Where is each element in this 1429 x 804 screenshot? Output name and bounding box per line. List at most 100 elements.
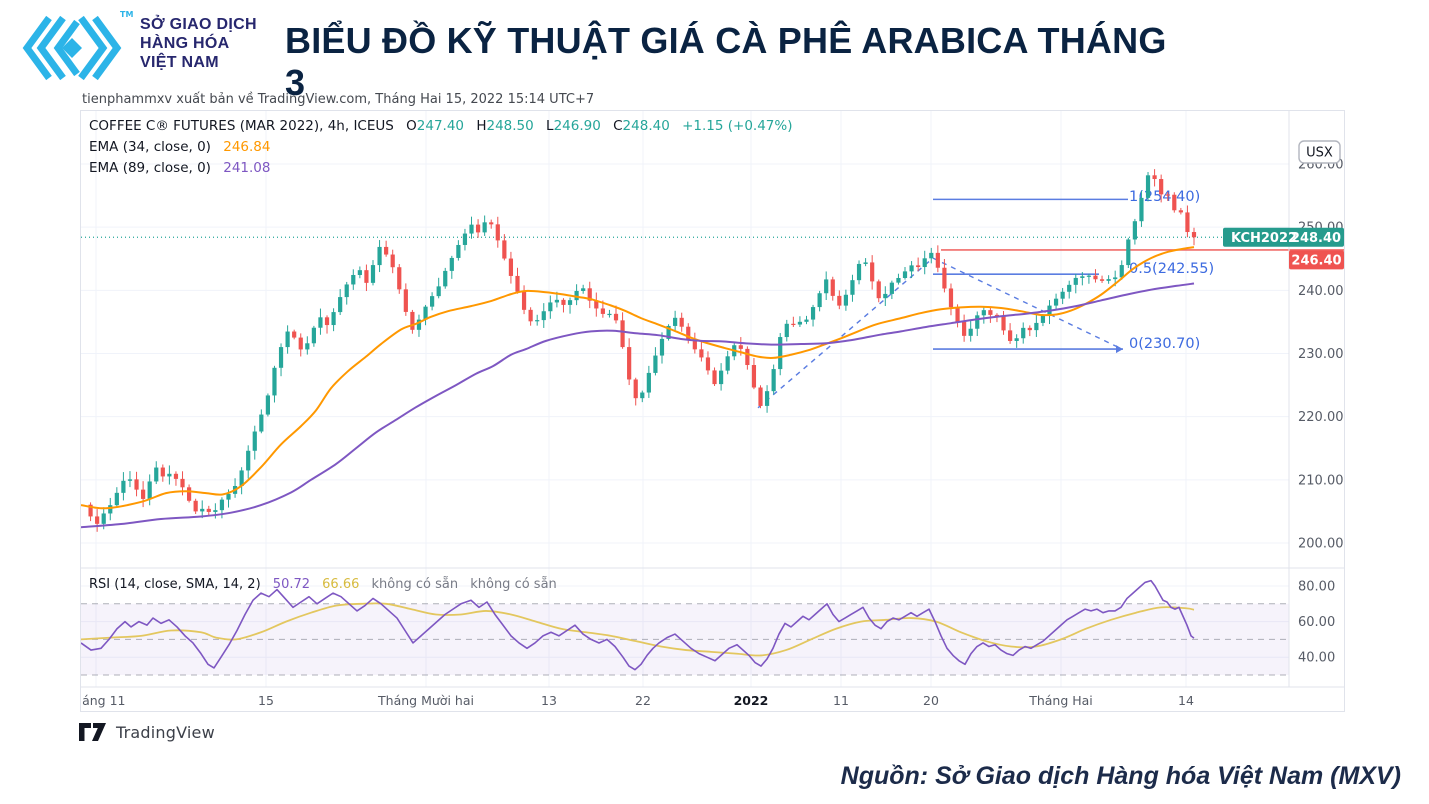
candle-body: [1086, 275, 1092, 277]
rsi-legend[interactable]: RSI (14, close, SMA, 14, 2) 50.72 66.66 …: [89, 577, 557, 592]
candle-body: [246, 450, 251, 471]
candle-body: [397, 267, 402, 290]
candle-body: [114, 492, 119, 506]
legend-symbol-row[interactable]: COFFEE C® FUTURES (MAR 2022), 4h, ICEUS …: [89, 116, 793, 137]
candle-body: [758, 387, 763, 406]
time-tick-label[interactable]: 13: [541, 693, 557, 708]
candle-body: [364, 270, 369, 283]
candle-body: [357, 270, 362, 275]
trendline[interactable]: [757, 257, 934, 409]
change-value: +1.15 (+0.47%): [682, 118, 793, 134]
candle-body: [475, 224, 481, 233]
candle-body: [318, 317, 323, 328]
tradingview-attribution[interactable]: TradingView: [78, 722, 215, 742]
legend-ema89-row[interactable]: EMA (89, close, 0) 241.08: [89, 158, 793, 179]
candle-body: [219, 499, 225, 511]
candle-body: [988, 310, 993, 315]
ema34-line[interactable]: [80, 246, 1195, 510]
rsi-label[interactable]: RSI (14, close, SMA, 14, 2): [89, 577, 261, 592]
candle-body: [889, 282, 894, 294]
candle-body: [1027, 327, 1032, 331]
candle-body: [1159, 179, 1164, 195]
stop-price-badge: [1289, 250, 1344, 270]
source-caption: Nguồn: Sở Giao dịch Hàng hóa Việt Nam (M…: [840, 762, 1401, 790]
candle-body: [1185, 212, 1190, 233]
candle-body: [850, 280, 855, 295]
candle-body: [265, 395, 271, 415]
trendline[interactable]: [932, 257, 1119, 348]
price-tick-label[interactable]: 200.00: [1298, 537, 1344, 552]
candle-body: [1060, 291, 1065, 299]
rsi-line[interactable]: [80, 579, 1195, 671]
ema34-label[interactable]: EMA (34, close, 0): [89, 139, 211, 155]
time-tick-label[interactable]: Tháng Mười hai: [377, 693, 474, 708]
time-tick-label[interactable]: Tháng 11: [66, 693, 126, 708]
candle-body: [1145, 175, 1151, 198]
logo-line2: HÀNG HÓA: [140, 35, 230, 52]
rsi-tick-label[interactable]: 60.00: [1298, 615, 1335, 630]
time-tick-label[interactable]: 14: [1178, 693, 1194, 708]
time-tick-label[interactable]: 22: [635, 693, 651, 708]
candle-body: [837, 295, 842, 306]
ohlc-low-value: 246.90: [553, 118, 601, 134]
candle-body: [239, 470, 244, 486]
publish-attribution: tienphammxv xuất bản về TradingView.com,…: [82, 92, 595, 107]
candle-body: [929, 252, 934, 259]
candle-body: [502, 240, 507, 259]
candle-body: [620, 320, 625, 348]
candle-body: [154, 467, 159, 482]
candle-body: [738, 345, 743, 349]
candle-body: [495, 224, 500, 241]
candle-body: [1001, 316, 1006, 331]
candle-body: [607, 313, 612, 316]
unit-badge-label[interactable]: USX: [1306, 146, 1333, 161]
candle-body: [719, 370, 724, 385]
candle-body: [515, 275, 520, 292]
candle-body: [292, 331, 297, 338]
candle-body: [423, 306, 428, 320]
rsi-na1: không có sẵn: [371, 577, 459, 592]
candle-body: [922, 258, 927, 268]
candle-body: [613, 313, 619, 321]
candle-body: [633, 379, 638, 399]
candle-body: [1093, 275, 1098, 280]
candle-body: [587, 288, 592, 301]
candle-body: [817, 293, 822, 308]
candle-body: [1178, 210, 1183, 213]
candle-body: [594, 300, 599, 309]
time-tick-label[interactable]: 2022: [734, 693, 769, 708]
time-tick-label[interactable]: 20: [923, 693, 939, 708]
price-tick-label[interactable]: 220.00: [1298, 410, 1344, 425]
chart-canvas[interactable]: 1(254.40)0.5(242.55)0(230.70)260.00250.0…: [66, 111, 1344, 711]
candle-body: [298, 337, 303, 350]
price-tick-label[interactable]: 240.00: [1298, 284, 1344, 299]
mxv-logo-text: SỞ GIAO DỊCH HÀNG HÓA VIỆT NAM: [140, 15, 257, 72]
time-tick-label[interactable]: 11: [833, 693, 849, 708]
candle-body: [1080, 276, 1085, 278]
candle-body: [1021, 327, 1026, 339]
time-tick-label[interactable]: 15: [258, 693, 274, 708]
candle-body: [311, 327, 316, 344]
ohlc-high-label: H: [476, 118, 487, 134]
chart-legend[interactable]: COFFEE C® FUTURES (MAR 2022), 4h, ICEUS …: [89, 116, 793, 179]
chart-widget[interactable]: 1(254.40)0.5(242.55)0(230.70)260.00250.0…: [66, 110, 1345, 712]
candle-body: [909, 265, 914, 272]
unit-badge[interactable]: [1298, 140, 1341, 164]
candle-body: [95, 516, 100, 524]
ohlc-low-label: L: [546, 118, 554, 134]
candle-body: [856, 263, 862, 281]
symbol-title[interactable]: COFFEE C® FUTURES (MAR 2022), 4h, ICEUS: [89, 118, 394, 134]
price-tick-label[interactable]: 230.00: [1298, 347, 1344, 362]
ema89-label[interactable]: EMA (89, close, 0): [89, 160, 211, 176]
candle-body: [948, 288, 954, 308]
price-tick-label[interactable]: 210.00: [1298, 473, 1344, 488]
rsi-tick-label[interactable]: 80.00: [1298, 580, 1335, 595]
legend-ema34-row[interactable]: EMA (34, close, 0) 246.84: [89, 137, 793, 158]
tradingview-label[interactable]: TradingView: [116, 722, 215, 742]
candle-body: [141, 489, 146, 499]
ema89-line[interactable]: [80, 282, 1195, 529]
time-tick-label[interactable]: Tháng Hai: [1028, 693, 1093, 708]
ema34-value: 246.84: [223, 139, 271, 155]
rsi-tick-label[interactable]: 40.00: [1298, 651, 1335, 666]
